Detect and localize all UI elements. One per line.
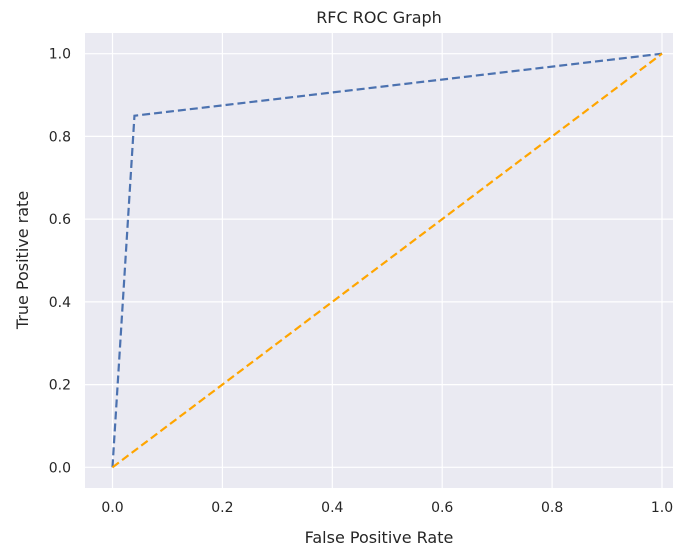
x-axis-label: False Positive Rate xyxy=(305,528,454,547)
x-tick-labels: 0.0 0.2 0.4 0.6 0.8 1.0 xyxy=(101,500,673,516)
x-tick-label: 0.6 xyxy=(431,500,453,516)
series-lines xyxy=(111,52,663,469)
y-axis-label: True Positive rate xyxy=(13,191,32,330)
y-tick-label: 0.8 xyxy=(49,129,71,145)
x-tick-label: 0.0 xyxy=(101,500,123,516)
chart-title: RFC ROC Graph xyxy=(316,8,442,27)
y-tick-label: 0.2 xyxy=(49,378,71,394)
y-tick-label: 0.6 xyxy=(49,212,71,228)
y-tick-label: 0.0 xyxy=(49,460,71,476)
roc-curve-line xyxy=(111,52,663,468)
y-tick-label: 0.4 xyxy=(49,295,71,311)
grid-lines xyxy=(85,33,673,488)
x-tick-label: 0.8 xyxy=(541,500,563,516)
plot-area xyxy=(85,33,673,488)
x-tick-label: 0.4 xyxy=(321,500,343,516)
y-tick-label: 1.0 xyxy=(49,47,71,63)
y-tick-labels: 0.0 0.2 0.4 0.6 0.8 1.0 xyxy=(49,47,71,477)
x-tick-label: 1.0 xyxy=(651,500,673,516)
x-tick-label: 0.2 xyxy=(211,500,233,516)
diagonal-reference-line xyxy=(111,52,663,469)
